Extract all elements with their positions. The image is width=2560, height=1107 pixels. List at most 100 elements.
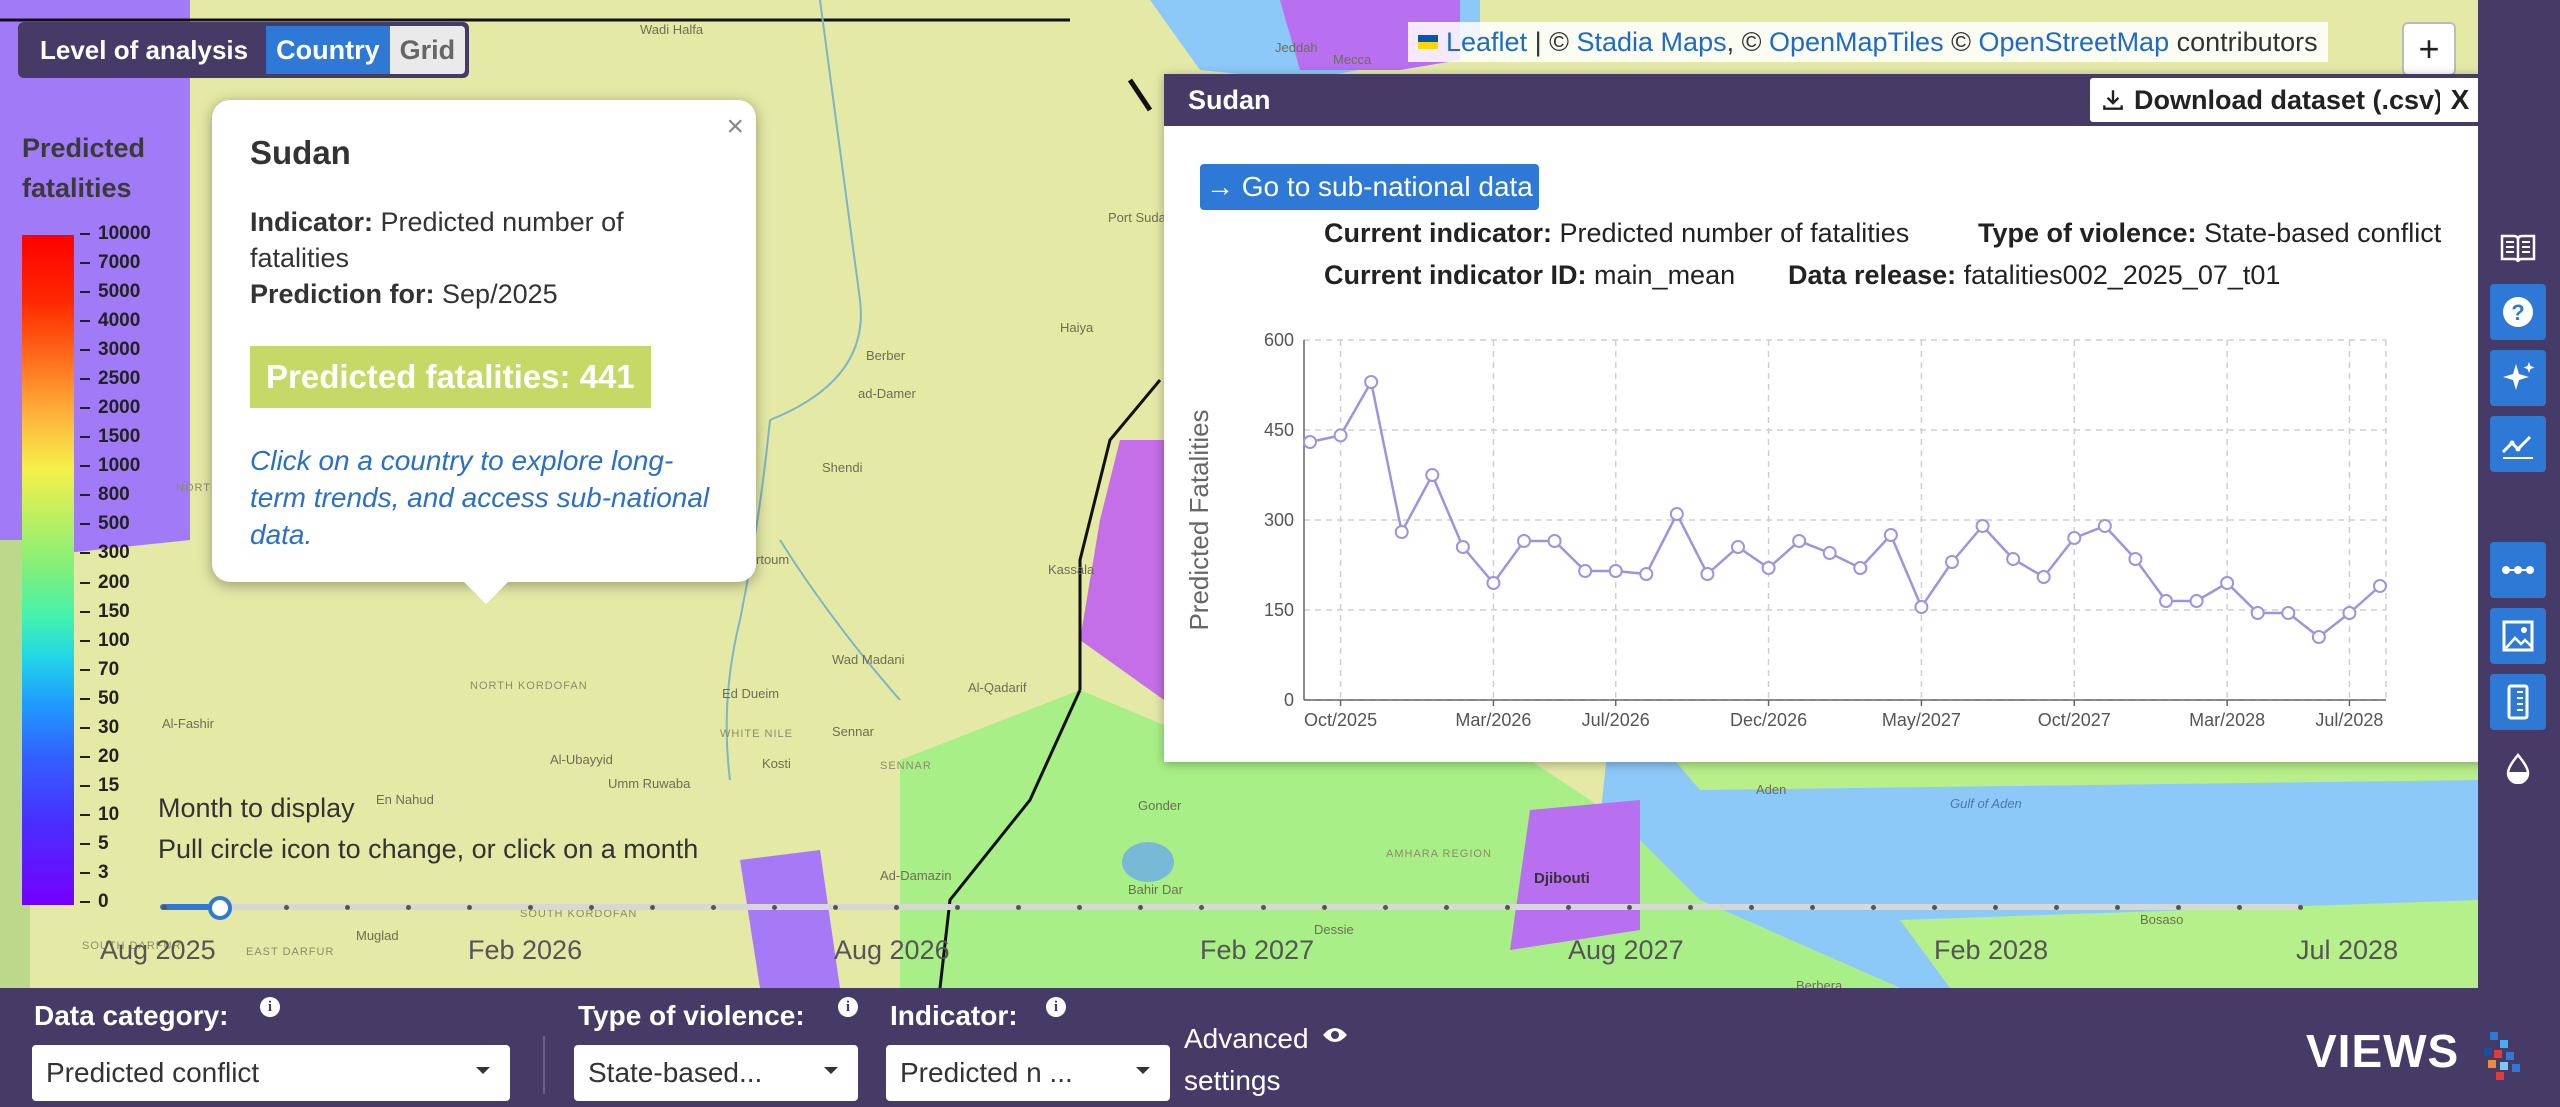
month-slider-dot[interactable] [1870, 905, 1876, 910]
violence-type-info-icon[interactable]: i [838, 997, 858, 1017]
map-label-wad-madani: Wad Madani [832, 652, 905, 667]
month-slider-dot[interactable] [1931, 905, 1937, 910]
level-country-button[interactable]: Country [266, 26, 390, 74]
chart-point [1945, 555, 1959, 569]
indicator-info-icon[interactable]: i [1046, 997, 1066, 1017]
month-label[interactable]: Feb 2026 [468, 935, 583, 965]
map-label-umm-ruwaba: Umm Ruwaba [608, 776, 691, 791]
advanced-settings-toggle[interactable]: Advanced settings [1184, 1018, 1348, 1102]
country-popup: × Sudan Indicator: Predicted number of f… [212, 100, 756, 604]
month-slider-dot[interactable] [284, 905, 290, 910]
subnational-data-button[interactable]: → Go to sub-national data [1200, 164, 1539, 210]
legend-color-bar [22, 235, 74, 905]
month-slider-dot[interactable] [1809, 905, 1815, 910]
month-slider-dot[interactable] [1260, 905, 1266, 910]
month-slider-dot[interactable] [2114, 905, 2120, 910]
violence-type-select-label: Type of violence: [578, 1000, 805, 1031]
month-slider-dot[interactable] [2053, 905, 2059, 910]
legend-ticks: 10000 7000 5000 4000 3000 2500 2000 1500 1000 800… [80, 223, 170, 913]
month-slider-track[interactable] [160, 904, 2300, 910]
book-icon[interactable] [2490, 220, 2546, 276]
country-detail-panel: Sudan Download dataset (.csv) X → Go to … [1164, 74, 2494, 762]
leaflet-link[interactable]: Leaflet [1446, 26, 1528, 57]
chart-xtick-label: Dec/2026 [1730, 710, 1807, 730]
month-slider-handle[interactable] [208, 896, 232, 920]
month-label[interactable]: Aug 2027 [1568, 935, 1684, 965]
month-label[interactable]: Aug 2026 [834, 935, 950, 965]
month-slider-dot[interactable] [1504, 905, 1510, 910]
month-slider-dot[interactable] [2236, 905, 2242, 910]
month-slider-dot[interactable] [1565, 905, 1571, 910]
chart-point [1364, 375, 1379, 389]
violence-type-select-value: State-based... [588, 1057, 763, 1088]
month-label[interactable]: Feb 2027 [1200, 935, 1315, 965]
level-grid-button[interactable]: Grid [389, 26, 466, 74]
month-slider-dot[interactable] [711, 905, 717, 910]
map-label-ad-damazin: Ad-Damazin [880, 868, 952, 883]
violence-type-select[interactable]: State-based... [574, 1045, 858, 1101]
month-slider-dot[interactable] [528, 905, 534, 910]
attribution-tail: contributors [2169, 26, 2318, 57]
month-slider-dot[interactable] [833, 905, 839, 910]
openmaptiles-link[interactable]: OpenMapTiles [1769, 26, 1944, 57]
indicator-select[interactable]: Predicted n ... [886, 1045, 1170, 1101]
month-label[interactable]: Jul 2028 [2296, 935, 2399, 965]
stadia-link[interactable]: Stadia Maps [1576, 26, 1727, 57]
month-slider-dot[interactable] [345, 905, 351, 910]
ruler-icon[interactable] [2490, 674, 2546, 730]
month-slider-dot[interactable] [1748, 905, 1754, 910]
month-slider-dot[interactable] [1626, 905, 1632, 910]
views-logo-mark-icon [2484, 1032, 2520, 1080]
map-label-gonder: Gonder [1138, 798, 1182, 813]
month-slider-dot[interactable] [467, 905, 473, 910]
month-slider-dot[interactable] [1443, 905, 1449, 910]
advanced-settings-text2: settings [1184, 1065, 1281, 1096]
month-slider-dot[interactable] [772, 905, 778, 910]
advanced-settings-line1: Advanced [1184, 1018, 1348, 1060]
chart-point [1914, 600, 1929, 614]
month-slider-dot[interactable] [1687, 905, 1693, 910]
month-slider-dot[interactable] [1077, 905, 1083, 910]
legend-tick: 500 [80, 513, 130, 535]
openstreetmap-link[interactable]: OpenStreetMap [1978, 26, 2170, 57]
drop-icon[interactable] [2490, 740, 2546, 796]
month-slider-dot[interactable] [955, 905, 961, 910]
month-label[interactable]: Feb 2028 [1934, 935, 2049, 965]
chart-ylabel: Predicted Fatalities [1184, 409, 1214, 630]
month-slider-dot[interactable] [162, 905, 167, 910]
month-slider-dot[interactable] [650, 905, 656, 910]
popup-close-button[interactable]: × [726, 110, 744, 143]
month-slider-dot[interactable] [1016, 905, 1022, 910]
data-category-info-icon[interactable]: i [260, 997, 280, 1017]
popup-indicator: Indicator: Predicted number of fatalitie… [250, 204, 718, 276]
month-slider-dot[interactable] [894, 905, 900, 910]
map-label-bahir-dar: Bahir Dar [1128, 882, 1183, 897]
sparkle-icon[interactable] [2490, 350, 2546, 406]
month-slider-dot[interactable] [1992, 905, 1998, 910]
month-label[interactable]: Aug 2025 [100, 935, 216, 965]
chart-ytick-label: 300 [1264, 510, 1294, 530]
trend-icon[interactable] [2490, 416, 2546, 472]
indicator-id-label: Current indicator ID: [1324, 260, 1587, 290]
month-slider-dot[interactable] [1321, 905, 1327, 910]
month-slider-dot[interactable] [406, 905, 412, 910]
month-slider-dot[interactable] [1382, 905, 1388, 910]
legend-tick: 300 [80, 542, 130, 564]
month-slider-fill [160, 904, 222, 910]
zoom-in-button[interactable]: + [2402, 22, 2456, 76]
image-icon[interactable] [2490, 608, 2546, 664]
popup-prediction-value: Sep/2025 [442, 279, 558, 309]
month-slider-dot[interactable] [1138, 905, 1144, 910]
data-category-select[interactable]: Predicted conflict [32, 1045, 510, 1101]
month-slider-dot[interactable] [589, 905, 595, 910]
download-dataset-button[interactable]: Download dataset (.csv) [2090, 78, 2454, 122]
current-indicator-label: Current indicator: [1324, 218, 1553, 248]
dots-icon[interactable] [2490, 542, 2546, 598]
panel-close-button[interactable]: X [2440, 78, 2480, 122]
month-slider-dot[interactable] [2175, 905, 2181, 910]
month-slider-dot[interactable] [2298, 905, 2303, 910]
indicator-select-value: Predicted n ... [900, 1057, 1073, 1088]
help-icon[interactable]: ? [2490, 284, 2546, 340]
month-slider-dot[interactable] [1199, 905, 1205, 910]
